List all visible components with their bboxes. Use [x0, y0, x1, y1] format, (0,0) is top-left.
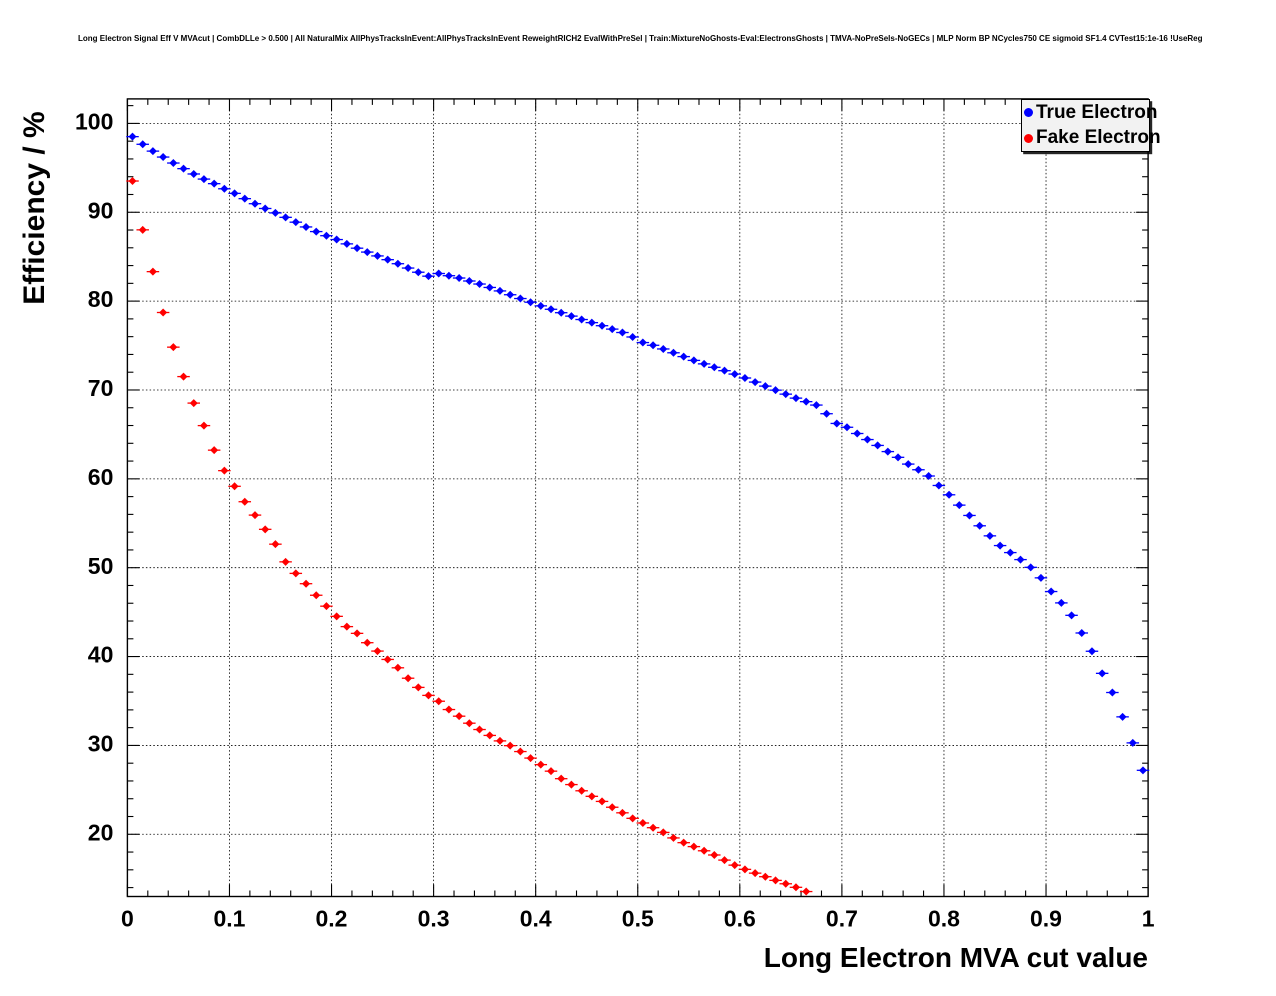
svg-text:20: 20	[88, 819, 114, 845]
svg-text:0.9: 0.9	[1030, 906, 1062, 932]
svg-text:0.6: 0.6	[724, 906, 756, 932]
svg-text:80: 80	[88, 286, 114, 312]
svg-text:0.7: 0.7	[826, 906, 858, 932]
svg-text:0: 0	[121, 906, 134, 932]
svg-text:0.3: 0.3	[418, 906, 450, 932]
svg-text:0.2: 0.2	[316, 906, 348, 932]
svg-text:50: 50	[88, 553, 114, 579]
svg-text:40: 40	[88, 642, 114, 668]
svg-text:70: 70	[88, 375, 114, 401]
svg-text:0.5: 0.5	[622, 906, 654, 932]
svg-text:0.4: 0.4	[520, 906, 552, 932]
svg-text:0.8: 0.8	[928, 906, 960, 932]
svg-text:30: 30	[88, 730, 114, 756]
svg-text:100: 100	[75, 108, 113, 134]
svg-text:0.1: 0.1	[214, 906, 246, 932]
svg-text:90: 90	[88, 197, 114, 223]
svg-text:60: 60	[88, 464, 114, 490]
svg-text:1: 1	[1142, 906, 1155, 932]
